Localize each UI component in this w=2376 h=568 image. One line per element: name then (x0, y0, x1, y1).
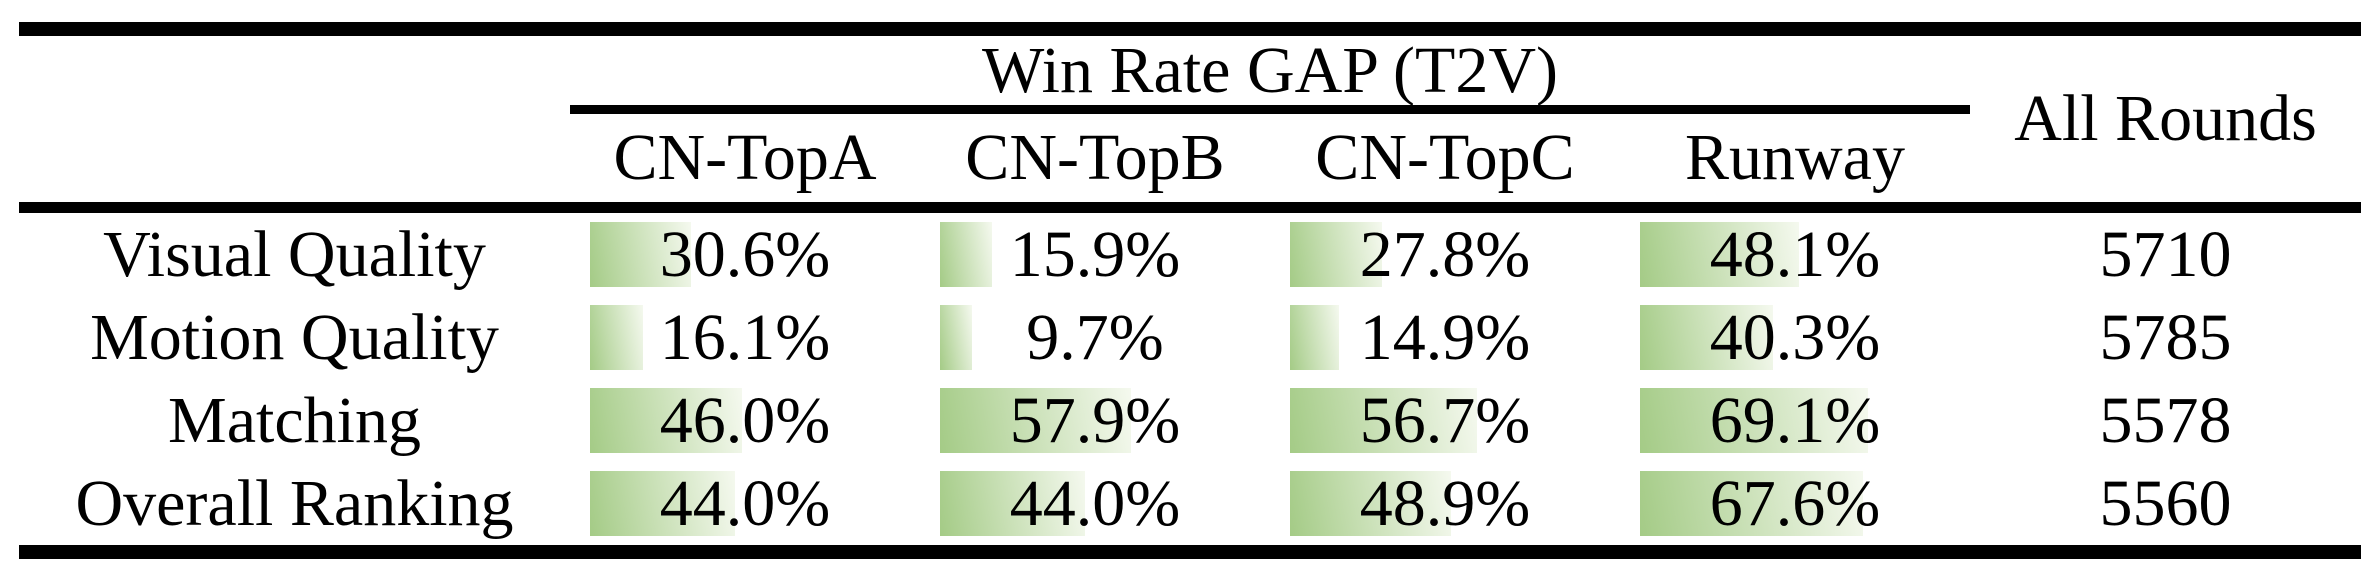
winrate-value: 16.1% (659, 300, 831, 374)
results-table: Win Rate GAP (T2V) All Rounds CN-TopA CN… (19, 22, 2361, 559)
row-label: Overall Ranking (75, 466, 514, 540)
winrate-value: 48.1% (1709, 217, 1881, 291)
winrate-value: 48.9% (1359, 466, 1531, 540)
all-rounds-value: 5710 (2099, 217, 2232, 291)
winrate-bar (590, 305, 644, 370)
winrate-cell-cn-topc: 14.9% (1270, 296, 1620, 379)
winrate-bar (940, 305, 972, 370)
winrate-value: 46.0% (659, 383, 831, 457)
winrate-cell-cn-topc: 56.7% (1270, 379, 1620, 462)
winrate-cell-cn-topb: 15.9% (920, 213, 1270, 296)
column-header-cn-topa: CN-TopA (613, 121, 877, 194)
winrate-bar (940, 222, 993, 287)
winrate-value: 15.9% (1009, 217, 1181, 291)
winrate-value: 44.0% (1009, 466, 1181, 540)
winrate-cell-cn-topb: 44.0% (920, 462, 1270, 545)
table-header: Win Rate GAP (T2V) All Rounds CN-TopA CN… (19, 36, 2361, 202)
winrate-bar (1290, 305, 1340, 370)
column-header-cn-topc: CN-TopC (1315, 121, 1575, 194)
winrate-value: 27.8% (1359, 217, 1531, 291)
all-rounds-value: 5785 (2099, 300, 2232, 374)
winrate-cell-cn-topc: 48.9% (1270, 462, 1620, 545)
winrate-cell-cn-topa: 46.0% (570, 379, 920, 462)
group-header: Win Rate GAP (T2V) (570, 36, 1970, 114)
table-top-rule (19, 22, 2361, 36)
table-row-motion-quality: Motion Quality 16.1% 9.7% 14.9% 40.3% 57… (19, 296, 2361, 379)
table-bottom-rule (19, 545, 2361, 559)
winrate-value: 14.9% (1359, 300, 1531, 374)
winrate-cell-cn-topb: 57.9% (920, 379, 1270, 462)
winrate-cell-runway: 69.1% (1620, 379, 1970, 462)
winrate-cell-cn-topa: 16.1% (570, 296, 920, 379)
row-label: Visual Quality (103, 217, 486, 291)
group-header-label: Win Rate GAP (T2V) (982, 33, 1558, 107)
winrate-value: 67.6% (1709, 466, 1881, 540)
all-rounds-header: All Rounds (2014, 82, 2317, 155)
table-row-overall-ranking: Overall Ranking 44.0% 44.0% 48.9% 67.6% … (19, 462, 2361, 545)
winrate-cell-runway: 48.1% (1620, 213, 1970, 296)
winrate-cell-runway: 40.3% (1620, 296, 1970, 379)
all-rounds-value: 5578 (2099, 383, 2232, 457)
winrate-value: 40.3% (1709, 300, 1881, 374)
table-row-visual-quality: Visual Quality 30.6% 15.9% 27.8% 48.1% 5… (19, 213, 2361, 296)
winrate-value: 69.1% (1709, 383, 1881, 457)
winrate-value: 56.7% (1359, 383, 1531, 457)
winrate-cell-cn-topa: 30.6% (570, 213, 920, 296)
winrate-cell-cn-topb: 9.7% (920, 296, 1270, 379)
all-rounds-value: 5560 (2099, 466, 2232, 540)
winrate-value: 44.0% (659, 466, 831, 540)
table-header-rule (19, 202, 2361, 213)
column-header-cn-topb: CN-TopB (965, 121, 1225, 194)
winrate-value: 57.9% (1009, 383, 1181, 457)
header-spacer (19, 36, 570, 202)
winrate-cell-cn-topc: 27.8% (1270, 213, 1620, 296)
winrate-value: 9.7% (1026, 300, 1164, 374)
row-label: Matching (168, 383, 421, 457)
row-label: Motion Quality (90, 300, 499, 374)
winrate-value: 30.6% (659, 217, 831, 291)
winrate-cell-cn-topa: 44.0% (570, 462, 920, 545)
winrate-cell-runway: 67.6% (1620, 462, 1970, 545)
column-header-runway: Runway (1685, 121, 1905, 194)
table-row-matching: Matching 46.0% 57.9% 56.7% 69.1% 5578 (19, 379, 2361, 462)
